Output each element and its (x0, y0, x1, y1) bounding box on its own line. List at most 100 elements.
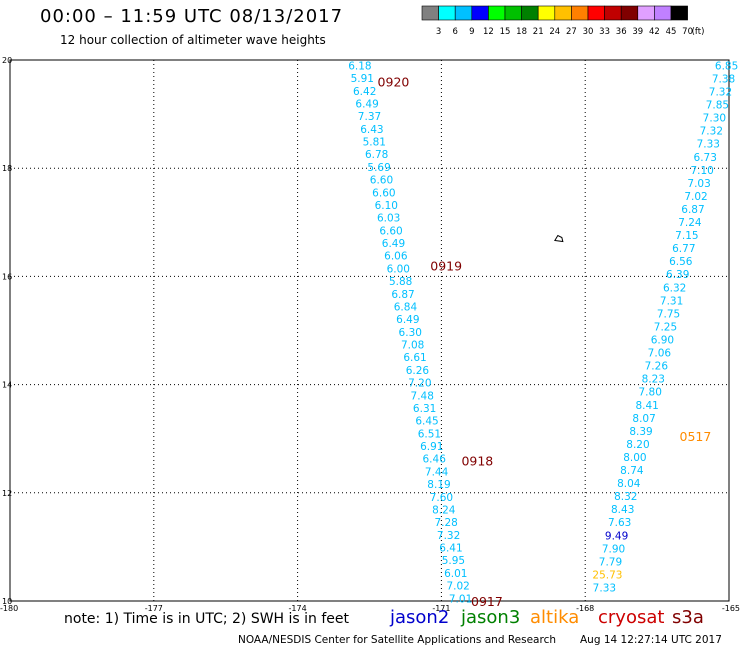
wave-height-value: 7.02 (684, 191, 707, 203)
wave-height-value: 6.56 (669, 256, 693, 268)
wave-height-value: 6.42 (353, 86, 376, 98)
wave-height-value: 6.78 (365, 149, 388, 161)
wave-height-value: 7.38 (712, 73, 735, 85)
wave-height-value: 8.20 (626, 439, 649, 451)
longitude-tick-label: -165 (722, 604, 740, 612)
wave-height-map: -180 -177 -174 -171 -168 -165 20 18 16 14 12 10 6.18… (0, 56, 740, 612)
wave-height-value: 7.75 (657, 308, 680, 320)
colorbar-label: 24 (549, 27, 560, 37)
wave-height-value: 8.07 (632, 413, 655, 425)
satellite-legend-cryosat: cryosat (598, 607, 665, 628)
wave-height-value: 5.91 (351, 73, 374, 85)
wave-height-value: 6.41 (439, 543, 462, 555)
wave-height-value: 7.48 (411, 390, 434, 402)
wave-height-value: 6.18 (348, 60, 371, 72)
wave-height-value: 7.02 (446, 581, 469, 593)
colorbar-label: 45 (666, 27, 677, 37)
wave-height-value: 6.60 (370, 175, 393, 187)
page-title: 00:00 – 11:59 UTC 08/13/2017 (40, 6, 344, 27)
pass-time-label: 0919 (430, 259, 462, 274)
wave-height-value: 6.30 (399, 327, 422, 339)
wave-height-value: 5.81 (363, 137, 386, 149)
wave-height-value: 6.73 (694, 152, 717, 164)
wave-height-value: 7.25 (654, 321, 677, 333)
wave-height-value: 6.60 (379, 225, 402, 237)
wave-height-value: 6.91 (420, 441, 443, 453)
wave-height-value: 6.87 (391, 289, 414, 301)
wave-height-value: 6.39 (666, 269, 689, 281)
wave-height-value: 8.39 (629, 426, 652, 438)
wave-height-value: 5.88 (389, 276, 412, 288)
colorbar-label: 36 (616, 27, 627, 37)
wave-height-value: 7.63 (608, 517, 631, 529)
latitude-tick-label: 18 (2, 164, 12, 173)
wave-height-value: 6.51 (418, 428, 441, 440)
latitude-tick-label: 20 (2, 56, 12, 65)
wave-height-value: 7.44 (425, 466, 449, 478)
wave-height-value: 6.84 (394, 301, 418, 313)
longitude-tick-label: -174 (289, 604, 307, 612)
wave-height-value: 7.28 (434, 517, 457, 529)
wave-height-value: 5.69 (367, 162, 390, 174)
colorbar-label: 27 (566, 27, 577, 37)
wave-height-value: 6.60 (372, 187, 395, 199)
colorbar-label: 18 (516, 27, 527, 37)
wave-height-value: 6.06 (384, 251, 408, 263)
colorbar-label: 33 (599, 27, 610, 37)
wave-height-value: 7.06 (648, 348, 672, 360)
latitude-tick-label: 12 (2, 489, 12, 498)
wave-height-value: 6.26 (406, 365, 430, 377)
footer-note: note: 1) Time is in UTC; 2) SWH is in fe… (64, 611, 350, 627)
wave-height-value: 9.49 (605, 530, 628, 542)
east-track: 6.857.387.327.857.307.327.336.737.107.03… (592, 60, 738, 594)
wave-height-value: 6.49 (396, 314, 419, 326)
wave-height-value: 7.15 (675, 230, 698, 242)
wave-height-value: 7.80 (639, 387, 662, 399)
credit-text: NOAA/NESDIS Center for Satellite Applica… (238, 634, 556, 646)
wave-height-value: 8.00 (623, 452, 646, 464)
wave-height-value: 6.49 (355, 98, 378, 110)
latitude-tick-label: 14 (2, 381, 12, 390)
longitude-tick-label: -177 (145, 604, 163, 612)
wave-height-value: 7.10 (690, 165, 713, 177)
wave-height-value: 7.85 (706, 100, 729, 112)
latitude-tick-label: 10 (2, 597, 12, 606)
latitude-tick-label: 16 (2, 272, 12, 281)
wave-height-value: 7.20 (408, 378, 431, 390)
wave-height-value: 7.32 (709, 87, 732, 99)
wave-height-value: 7.32 (437, 530, 460, 542)
wave-height-value: 7.33 (697, 139, 720, 151)
colorbar-swatch (670, 5, 688, 21)
wave-height-value: 6.46 (423, 454, 447, 466)
wave-height-value: 8.32 (614, 491, 637, 503)
colorbar-unit: (ft) (692, 27, 705, 37)
colorbar-label: 30 (583, 27, 594, 37)
colorbar-label: 70 (682, 27, 693, 37)
colorbar-label: 39 (632, 27, 643, 37)
longitude-tick-label: -168 (576, 604, 594, 612)
colorbar-label: 3 (436, 27, 441, 37)
west-track: 6.185.916.426.497.376.435.816.785.696.60… (348, 60, 472, 605)
colorbar-label: 6 (452, 27, 457, 37)
wave-height-value: 6.77 (672, 243, 695, 255)
wave-height-value: 7.01 (449, 593, 472, 605)
wave-height-value: 6.00 (387, 263, 410, 275)
wave-height-value: 25.73 (592, 569, 622, 581)
wave-height-value: 8.43 (611, 504, 634, 516)
colorbar-label: 12 (483, 27, 494, 37)
wave-height-value: 7.26 (645, 361, 669, 373)
longitude-tick-label: -180 (0, 604, 18, 612)
colorbar-label: 42 (649, 27, 660, 37)
wave-height-value: 7.37 (358, 111, 381, 123)
wave-height-value: 8.41 (635, 400, 658, 412)
map-frame (9, 59, 730, 602)
timestamp-text: Aug 14 12:27:14 UTC 2017 (580, 634, 722, 646)
wave-height-value: 7.33 (593, 582, 616, 594)
wave-height-value: 8.19 (427, 479, 450, 491)
wave-height-value: 6.49 (382, 238, 405, 250)
wave-height-value: 6.85 (715, 60, 738, 72)
pass-time-label: 0918 (461, 453, 493, 468)
pass-time-label: 0917 (471, 594, 503, 609)
wave-height-value: 6.03 (377, 213, 400, 225)
wave-height-value: 6.01 (444, 568, 467, 580)
